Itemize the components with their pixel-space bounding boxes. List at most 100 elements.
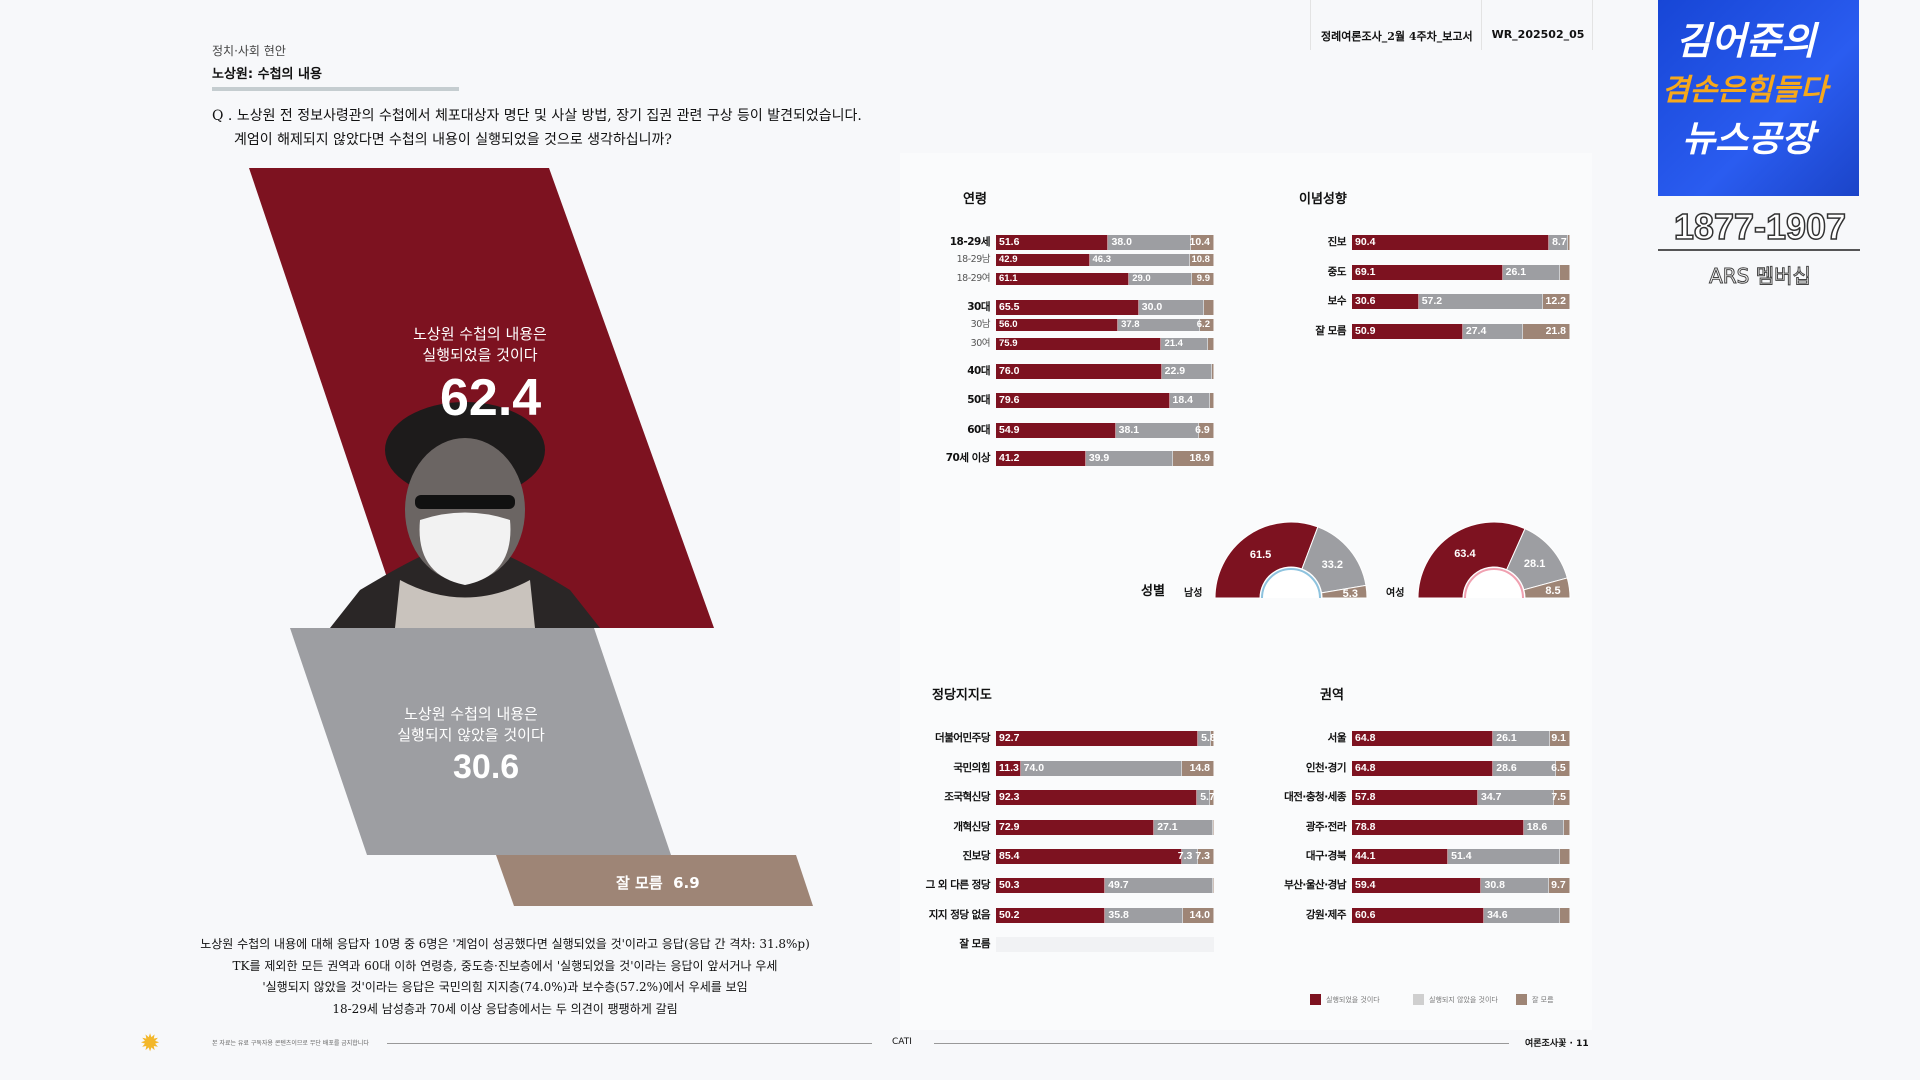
slice-yes <box>1214 521 1319 599</box>
row-label: 30여 <box>970 338 991 349</box>
legend-label: 실행되었을 것이다 <box>1326 995 1380 1004</box>
segment-dk <box>1568 234 1570 250</box>
stacked-bar: 30.6 57.2 12.2 <box>1352 293 1570 309</box>
slice-value: 61.5 <box>1250 549 1271 561</box>
segment-value: 56.0 <box>999 319 1018 330</box>
row-label: 70세 이상 <box>945 451 991 464</box>
footer-notice: 본 자료는 유료 구독자용 콘텐츠이므로 무단 배포를 금지합니다 <box>212 1040 369 1047</box>
stacked-bar: 78.8 18.6 <box>1352 819 1570 835</box>
row-label: 인천·경기 <box>1305 761 1347 774</box>
chart-title: 정당지지도 <box>932 688 992 703</box>
segment-value: 92.7 <box>999 731 1020 744</box>
segment-yes: 11.3 <box>996 760 1021 776</box>
stacked-bar: 75.9 21.4 <box>996 338 1214 350</box>
chart-title: 성별 <box>1141 584 1165 599</box>
row-label: 강원·제주 <box>1305 908 1347 921</box>
segment-value: 34.7 <box>1481 790 1502 803</box>
stacked-bar: 44.1 51.4 <box>1352 848 1570 864</box>
row-label: 조국혁신당 <box>944 790 990 803</box>
segment-no: 26.1 <box>1493 730 1551 746</box>
stacked-bar: 42.9 46.3 10.8 <box>996 254 1214 266</box>
segment-value: 75.9 <box>999 338 1018 349</box>
channel-logo: 김어준의 겸손은힘들다 뉴스공장 <box>1658 0 1859 196</box>
yes-label: 노상원 수첩의 내용은 실행되었을 것이다 <box>380 324 580 366</box>
segment-dk <box>1209 789 1214 805</box>
segment-value: 30.8 <box>1484 878 1505 891</box>
stacked-bar: 65.5 30.0 <box>996 299 1214 315</box>
legend-label: 실행되지 않았을 것이다 <box>1429 995 1498 1004</box>
row-label: 광주·전라 <box>1305 820 1347 833</box>
legend-swatch <box>1413 994 1424 1005</box>
segment-no: 22.9 <box>1161 363 1212 379</box>
segment-value: 60.6 <box>1355 908 1376 921</box>
row-label: 개혁신당 <box>953 820 990 833</box>
dk-value: 6.9 <box>673 874 700 892</box>
segment-dk <box>1213 877 1214 893</box>
segment-yes: 30.6 <box>1352 293 1419 309</box>
report-header: 정례여론조사_2월 4주차_보고서 WR_202502_05 <box>1310 0 1594 50</box>
segment-yes: 57.8 <box>1352 789 1478 805</box>
segment-yes: 64.8 <box>1352 730 1494 746</box>
segment-dk: 14.8 <box>1181 760 1214 776</box>
row-label: 잘 모름 <box>959 937 990 950</box>
stacked-bar: 41.2 39.9 18.9 <box>996 450 1214 466</box>
segment-value: 46.3 <box>1092 254 1112 265</box>
segment-dk <box>1560 848 1570 864</box>
segment-yes: 75.9 <box>996 338 1162 350</box>
segment-dk <box>1211 363 1214 379</box>
segment-dk: 7.3 <box>1195 848 1214 864</box>
segment-value: 85.4 <box>999 849 1020 862</box>
segment-dk <box>1209 392 1214 408</box>
row-label: 대구·경북 <box>1305 849 1347 862</box>
row-label: 18-29여 <box>956 273 991 284</box>
segment-value: 57.2 <box>1421 294 1443 307</box>
footer-page: 여론조사꽃 · 11 <box>1525 1039 1589 1049</box>
segment-value: 41.2 <box>999 451 1020 464</box>
segment-no: 26.1 <box>1502 264 1560 280</box>
slice-value: 63.4 <box>1454 548 1476 560</box>
segment-no: 7.3 <box>1178 848 1199 864</box>
page-title: 노상원: 수첩의 내용 <box>212 67 322 82</box>
segment-value: 7.3 <box>1177 849 1193 862</box>
segment-no: 18.4 <box>1169 392 1210 408</box>
question-line-2: 계엄이 해제되지 않았다면 수첩의 내용이 실행되었을 것으로 생각하십니까? <box>234 132 672 148</box>
membership-label: ARS 멤버십 <box>1709 264 1812 289</box>
chart-title: 이념성향 <box>1299 192 1347 207</box>
segment-value: 9.7 <box>1551 878 1566 891</box>
segment-no: 27.4 <box>1462 323 1523 339</box>
segment-value: 12.2 <box>1545 294 1566 307</box>
footer-method: CATI <box>892 1037 912 1047</box>
segment-value: 11.3 <box>999 761 1019 774</box>
report-code: WR_202502_05 <box>1480 0 1593 50</box>
segment-value: 39.9 <box>1088 451 1110 464</box>
portrait-photo <box>330 402 600 628</box>
segment-value: 65.5 <box>999 300 1020 313</box>
segment-yes: 61.1 <box>996 273 1130 285</box>
stacked-bar: 92.3 5.7 <box>996 789 1215 805</box>
segment-value: 59.4 <box>1355 878 1376 891</box>
row-label: 30남 <box>970 319 991 330</box>
slice-value: 28.1 <box>1524 558 1545 570</box>
segment-value: 79.6 <box>999 393 1020 406</box>
segment-value: 35.8 <box>1108 908 1129 921</box>
segment-no: 30.0 <box>1138 299 1205 315</box>
segment-no: 46.3 <box>1089 254 1191 266</box>
segment-value: 29.0 <box>1132 273 1151 284</box>
category-label: 정치·사회 현안 <box>212 44 286 58</box>
segment-no: 28.6 <box>1493 760 1556 776</box>
slice-value: 33.2 <box>1322 559 1343 571</box>
segment-dk: 10.8 <box>1190 254 1214 266</box>
row-label: 60대 <box>967 423 990 436</box>
legend-item-no: 실행되지 않았을 것이다 <box>1413 994 1498 1005</box>
segment-value: 18.6 <box>1526 820 1548 833</box>
segment-yes: 54.9 <box>996 422 1116 438</box>
segment-value: 44.1 <box>1355 849 1376 862</box>
segment-value: 78.8 <box>1355 820 1376 833</box>
stacked-bar: 61.1 29.0 9.9 <box>996 273 1214 285</box>
segment-no: 29.0 <box>1129 273 1193 285</box>
segment-value: 54.9 <box>999 423 1020 436</box>
segment-yes: 50.9 <box>1352 323 1463 339</box>
segment-value: 14.0 <box>1189 908 1210 921</box>
segment-value: 7.3 <box>1195 849 1210 862</box>
segment-no: 18.6 <box>1523 819 1565 835</box>
